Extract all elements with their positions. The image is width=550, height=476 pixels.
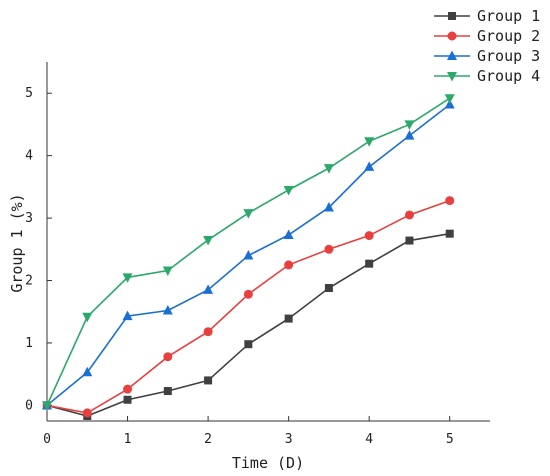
data-point [404,120,415,130]
data-point [365,259,374,268]
plot-area [42,94,455,421]
data-point [243,250,254,260]
legend-label: Group 2 [477,27,540,45]
x-tick-label: 1 [124,432,132,447]
y-tick-label: 4 [25,149,33,164]
data-point [444,94,455,104]
legend-item: Group 1 [434,7,540,25]
data-point [323,164,334,174]
y-tick-label: 0 [25,398,33,413]
data-point [243,289,253,299]
data-point [323,201,334,212]
data-point [405,236,414,245]
data-point [123,384,133,394]
data-point [324,284,333,293]
data-point [324,244,334,254]
data-point [283,229,294,239]
series-4 [42,94,455,411]
data-point [82,312,93,323]
data-point [123,395,132,404]
data-point [163,352,173,362]
data-point [284,314,293,323]
legend-label: Group 1 [477,7,540,25]
data-point [162,266,173,277]
data-point [42,401,52,411]
axes: 0 1 2 3 4 5 0 1 2 3 4 5 [25,62,490,447]
data-point [364,137,375,147]
x-tick-label: 4 [365,432,373,447]
legend: Group 1 Group 2 Group 3 Group 4 [434,7,540,85]
y-tick-label: 1 [25,336,33,351]
series-3 [42,98,455,410]
data-point [364,161,375,171]
x-tick-label: 5 [446,432,454,447]
data-point [284,260,294,270]
legend-item: Group 2 [434,27,540,45]
legend-marker [448,12,456,20]
data-point [122,310,133,321]
series-line [46,232,450,417]
data-point [404,210,414,220]
data-point [163,387,172,396]
data-point [82,366,93,377]
data-point [404,130,415,140]
y-tick-label: 2 [25,274,33,289]
series-line [46,199,450,414]
data-point [445,229,454,238]
data-point [203,327,213,337]
legend-item: Group 3 [434,47,540,65]
data-point [203,235,214,246]
data-point [82,408,92,418]
data-point [122,273,133,283]
legend-marker [447,31,457,41]
y-tick-label: 5 [25,86,33,101]
series-2 [42,196,455,418]
legend-label: Group 4 [477,67,540,85]
data-point [204,376,213,385]
data-point [283,185,294,196]
legend-item: Group 4 [434,67,540,85]
data-point [364,231,374,241]
legend-marker [447,50,457,60]
y-tick-label: 3 [25,211,33,226]
x-tick-label: 0 [43,432,51,447]
data-point [445,196,455,206]
legend-label: Group 3 [477,47,540,65]
y-axis-title: Group 1 (%) [8,193,26,292]
data-point [203,284,214,294]
x-tick-label: 2 [204,432,212,447]
data-point [244,340,253,349]
data-point [162,304,173,315]
data-point [243,209,254,219]
legend-marker [447,72,457,82]
x-axis-title: Time (D) [232,454,304,472]
x-tick-label: 3 [285,432,293,447]
